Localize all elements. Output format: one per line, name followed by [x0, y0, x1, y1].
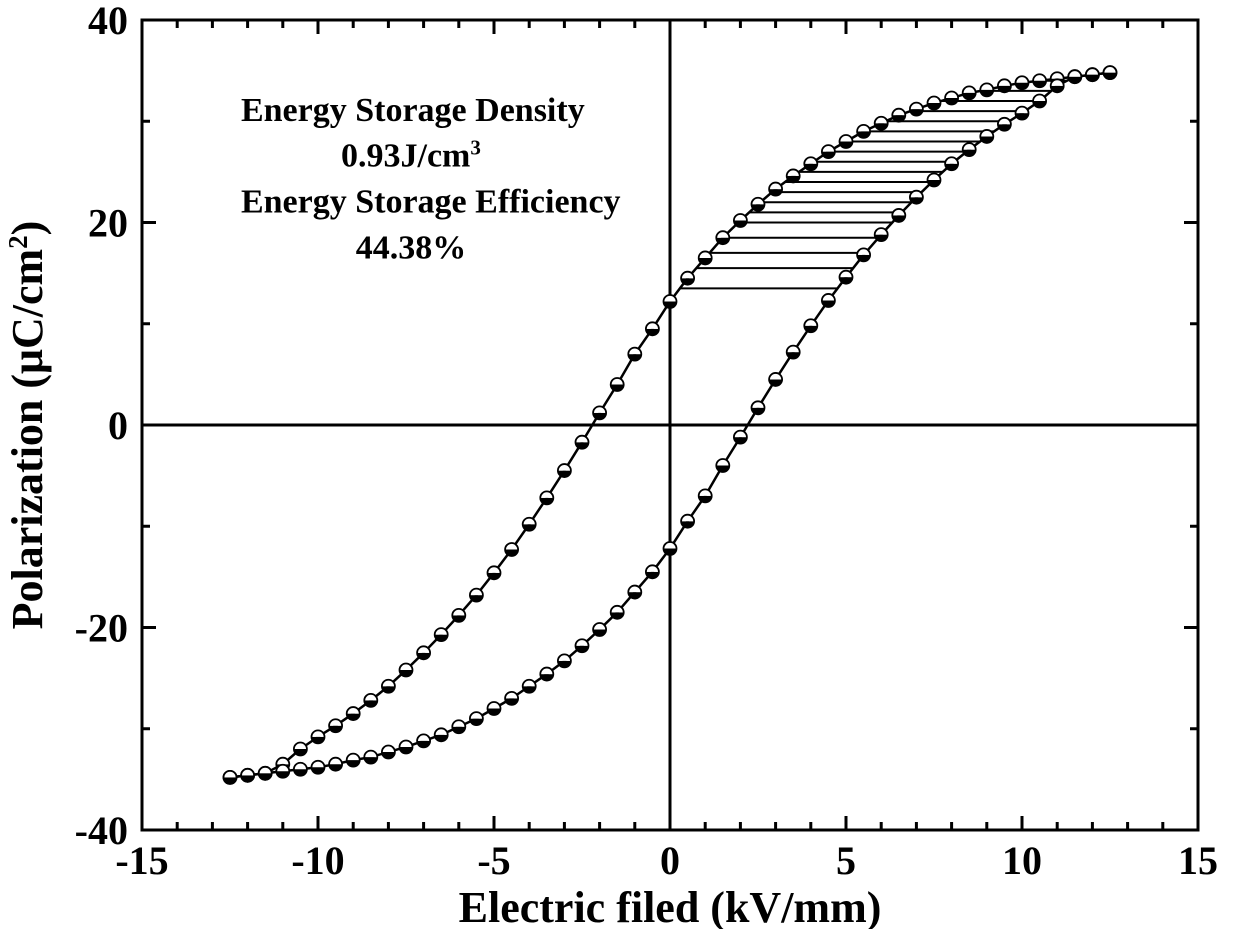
svg-text:-20: -20 [75, 606, 128, 651]
svg-text:-40: -40 [75, 808, 128, 853]
svg-text:10: 10 [1002, 838, 1042, 883]
annotation-text: Energy Storage Efficiency [241, 184, 621, 221]
svg-text:0: 0 [108, 403, 128, 448]
svg-text:0: 0 [660, 838, 680, 883]
svg-text:15: 15 [1178, 838, 1218, 883]
svg-text:-10: -10 [291, 838, 344, 883]
svg-text:40: 40 [88, 0, 128, 43]
svg-text:20: 20 [88, 201, 128, 246]
y-axis-label: Polarization (μC/cm2) [3, 221, 52, 630]
svg-text:-5: -5 [477, 838, 510, 883]
x-axis-label: Electric filed (kV/mm) [459, 883, 882, 929]
hysteresis-chart: -15-10-5051015-40-2002040Electric filed … [0, 0, 1240, 929]
annotation-text: 44.38% [356, 229, 467, 266]
chart-container: -15-10-5051015-40-2002040Electric filed … [0, 0, 1240, 929]
annotation-text: Energy Storage Density [241, 92, 585, 129]
svg-text:5: 5 [836, 838, 856, 883]
annotation-text: 0.93J/cm3 [341, 136, 481, 175]
